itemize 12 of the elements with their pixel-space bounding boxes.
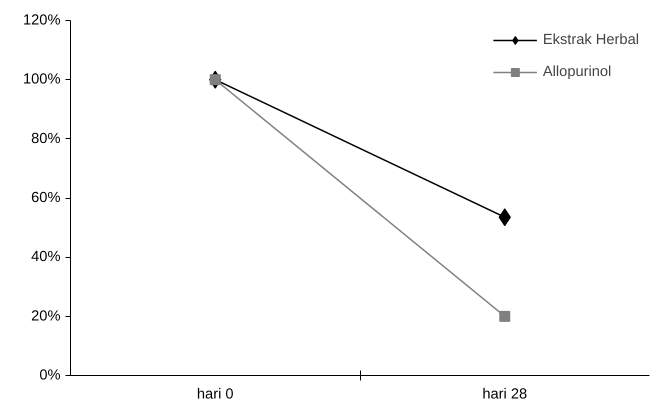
legend-label: Allopurinol bbox=[542, 64, 612, 80]
y-tick-label: 60% bbox=[31, 190, 61, 206]
x-tick-label: hari 28 bbox=[482, 386, 528, 402]
y-tick-label: 0% bbox=[39, 368, 61, 384]
point bbox=[499, 310, 510, 322]
legend-label: Ekstrak Herbal bbox=[542, 32, 639, 48]
x-tick-label: hari 0 bbox=[196, 386, 234, 402]
y-tick-label: 120% bbox=[23, 12, 61, 28]
y-tick-label: 100% bbox=[23, 72, 61, 88]
y-tick-label: 20% bbox=[31, 308, 61, 324]
y-tick-label: 80% bbox=[31, 130, 61, 147]
y-tick-label: 40% bbox=[31, 249, 61, 266]
